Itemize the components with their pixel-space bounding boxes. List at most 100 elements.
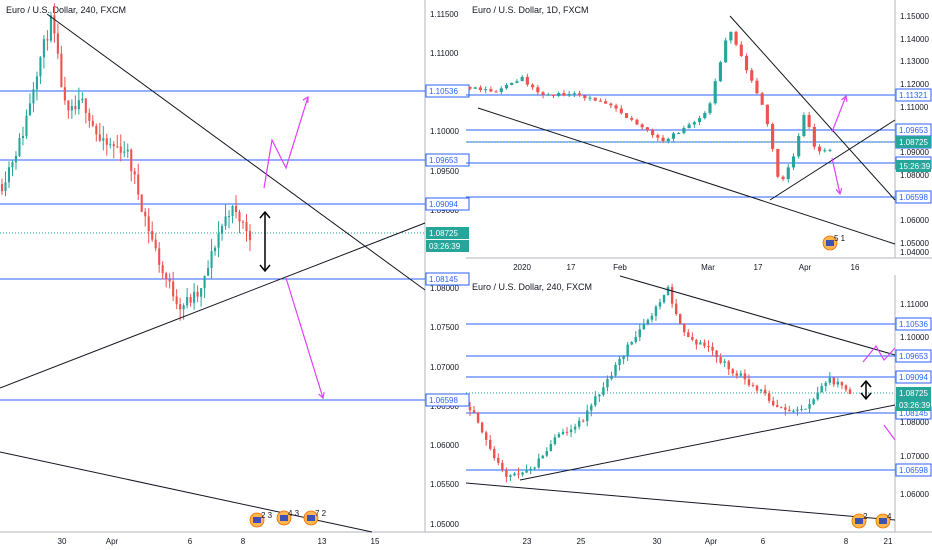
candle-body bbox=[751, 385, 755, 387]
candle bbox=[497, 453, 500, 466]
candle-body bbox=[731, 369, 734, 374]
candle-body bbox=[533, 467, 536, 469]
candle bbox=[510, 82, 514, 86]
candle-body bbox=[140, 194, 143, 212]
event-badge[interactable]: 4 3 bbox=[276, 509, 300, 526]
y-tick-label: 1.15000 bbox=[900, 12, 929, 21]
candle bbox=[468, 86, 472, 91]
candle bbox=[489, 86, 493, 93]
candle bbox=[780, 406, 783, 409]
candle bbox=[808, 398, 811, 414]
candle bbox=[812, 397, 815, 406]
candle bbox=[119, 134, 122, 162]
candle bbox=[666, 137, 670, 144]
candle-body bbox=[739, 373, 743, 376]
candle bbox=[760, 91, 764, 105]
badge-count: 4 3 bbox=[288, 509, 300, 518]
candle bbox=[573, 423, 577, 434]
candle bbox=[792, 409, 795, 413]
candle-body bbox=[567, 94, 571, 96]
candle bbox=[105, 133, 108, 156]
candle bbox=[755, 384, 759, 394]
candle-body bbox=[501, 462, 504, 470]
candle bbox=[151, 221, 154, 242]
candle-body bbox=[744, 55, 749, 71]
trend-line bbox=[729, 15, 896, 201]
candle-body bbox=[214, 247, 217, 252]
projection-path bbox=[263, 96, 309, 189]
candle bbox=[645, 126, 649, 133]
candle bbox=[531, 83, 535, 91]
candle-body bbox=[586, 410, 589, 422]
candle bbox=[116, 134, 119, 149]
x-tick-label: 8 bbox=[844, 537, 849, 546]
projection-path bbox=[883, 424, 896, 441]
us-flag-icon bbox=[855, 518, 863, 524]
y-tick-label: 1.06000 bbox=[900, 216, 929, 225]
candle bbox=[610, 371, 613, 381]
candle-body bbox=[56, 33, 59, 54]
chart-pane-top-right: Euro / U.S. Dollar, 1D, FXCM 1.15000 1.140… bbox=[466, 0, 932, 272]
candle-body bbox=[112, 144, 115, 147]
candle-body bbox=[784, 407, 787, 410]
candle-body bbox=[221, 225, 224, 234]
candle-body bbox=[484, 432, 488, 440]
candle-body bbox=[472, 410, 476, 413]
y-tick-label: 1.05000 bbox=[430, 520, 459, 529]
x-tick-label: 15 bbox=[371, 537, 380, 546]
candle bbox=[489, 435, 492, 451]
event-badge[interactable]: 7 2 bbox=[303, 509, 327, 526]
candle bbox=[588, 95, 592, 102]
level-label-box bbox=[425, 197, 470, 211]
candle-body bbox=[513, 473, 516, 476]
candle-body bbox=[537, 458, 540, 468]
candle-body bbox=[750, 70, 754, 81]
candle-body bbox=[130, 149, 133, 172]
candle-body bbox=[713, 81, 717, 104]
candle-body bbox=[175, 296, 178, 305]
y-tick-label: 1.11000 bbox=[900, 300, 929, 309]
candle bbox=[468, 401, 472, 416]
candle bbox=[618, 355, 621, 371]
countdown-box bbox=[426, 240, 469, 252]
candle bbox=[4, 171, 7, 197]
candle-body bbox=[480, 422, 484, 433]
countdown-box bbox=[896, 399, 931, 411]
candle bbox=[674, 298, 678, 316]
x-tick-label: 13 bbox=[318, 537, 327, 546]
candle bbox=[140, 194, 143, 213]
event-badge[interactable]: 2 3 bbox=[249, 511, 273, 528]
candle-body bbox=[683, 323, 686, 333]
candle bbox=[735, 370, 739, 379]
candle bbox=[763, 385, 767, 396]
candle-body bbox=[123, 151, 126, 153]
candle-body bbox=[231, 206, 234, 216]
chart-pane-left: Euro / U.S. Dollar, 240, FXCM 1.11500 1.11… bbox=[0, 0, 470, 546]
arrow-head bbox=[841, 94, 848, 103]
candle-body bbox=[200, 288, 203, 297]
candle-body bbox=[193, 291, 196, 303]
candle-body bbox=[776, 148, 780, 177]
x-tick-label: 30 bbox=[58, 537, 67, 546]
arrow-head bbox=[860, 379, 872, 388]
chart-title: Euro / U.S. Dollar, 240, FXCM bbox=[6, 5, 126, 15]
candle bbox=[687, 329, 690, 338]
projection-path bbox=[862, 344, 896, 363]
candle-body bbox=[671, 133, 676, 139]
candle-body bbox=[598, 100, 602, 102]
candle-body bbox=[699, 342, 702, 345]
candle bbox=[750, 67, 754, 83]
candle-body bbox=[569, 429, 573, 433]
candle bbox=[622, 355, 625, 365]
candle-body bbox=[525, 469, 528, 473]
candlestick-series bbox=[0, 3, 252, 321]
event-badge[interactable]: 4 bbox=[875, 512, 892, 529]
countdown-label: 03:26:39 bbox=[429, 242, 461, 251]
event-badge[interactable]: 2 bbox=[851, 512, 868, 529]
candle bbox=[557, 431, 561, 438]
x-tick-label: 30 bbox=[653, 537, 662, 546]
candle bbox=[765, 104, 769, 127]
event-badge[interactable]: 5 1 bbox=[822, 234, 846, 251]
candle bbox=[715, 349, 718, 363]
level-price-label: 1.09094 bbox=[429, 200, 458, 209]
